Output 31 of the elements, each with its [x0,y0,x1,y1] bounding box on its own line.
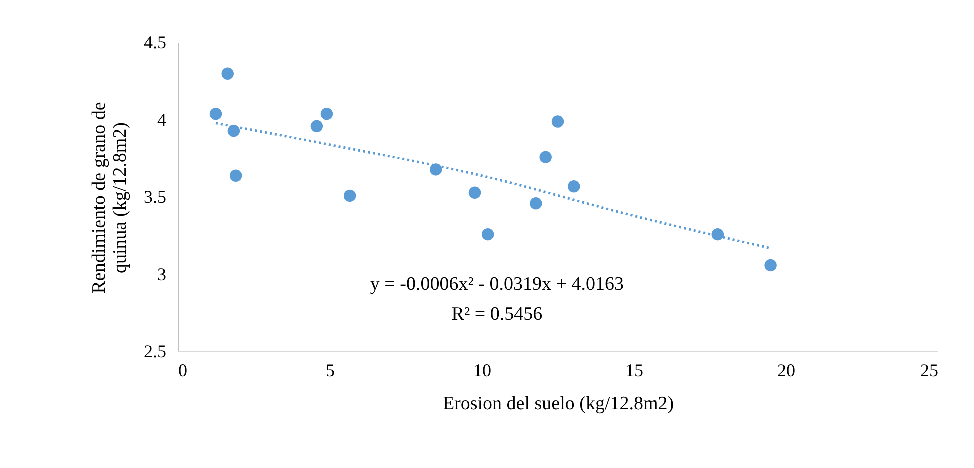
point [552,116,564,128]
y-tick-label: 4.5 [144,32,166,52]
point [430,164,442,176]
point [764,259,777,272]
point [320,108,334,120]
annotation: R² = 0.5456 [452,304,543,326]
point [222,68,234,80]
y-tick-label: 2.5 [144,342,166,362]
y-tick-label: 4 [158,110,166,130]
y-tick-label: 3.5 [144,187,166,207]
point [482,228,494,241]
point [468,186,482,199]
point [230,170,242,182]
x-tick-label: 15 [626,360,644,380]
point [530,198,542,210]
x-axis-title: Erosion del suelo (kg/12.8m2) [442,394,674,414]
point [568,180,580,193]
x-tick-label: 0 [178,360,188,380]
y-axis-title: Rendimiento de grano de quinua (kg/12.8m2) [89,102,131,294]
x-tick-label: 20 [778,360,796,380]
x-tick-label: 25 [920,360,938,380]
point [210,108,222,120]
point [310,120,324,133]
point [712,228,724,241]
x-tick-label: 10 [474,360,492,380]
point [540,151,552,164]
point [228,124,240,138]
y-tick-label: 3 [158,264,166,284]
point [344,190,356,202]
x-tick-label: 5 [326,360,335,380]
annotation: y = -0.0006x² - 0.0319x + 4.0163 [370,274,624,296]
